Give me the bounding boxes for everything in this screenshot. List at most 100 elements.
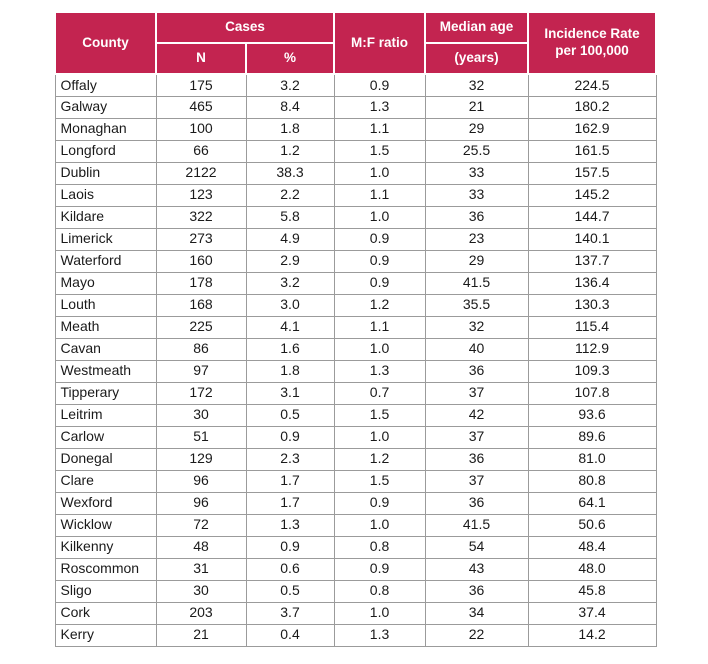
county-cell: Longford bbox=[54, 139, 157, 163]
mf-ratio-cell: 1.0 bbox=[333, 205, 426, 229]
header-incidence-line1: Incidence Rate bbox=[544, 26, 640, 42]
cases-n-cell: 172 bbox=[155, 381, 247, 405]
median-age-cell: 33 bbox=[424, 183, 529, 207]
cases-n-cell: 160 bbox=[155, 249, 247, 273]
incidence-rate-cell: 81.0 bbox=[527, 447, 657, 471]
cases-n-cell: 225 bbox=[155, 315, 247, 339]
cases-percent-cell: 1.7 bbox=[245, 491, 335, 515]
incidence-rate-cell: 224.5 bbox=[527, 73, 657, 97]
table-row: Clare 96 1.7 1.5 37 80.8 bbox=[54, 469, 657, 493]
mf-ratio-cell: 1.0 bbox=[333, 513, 426, 537]
table-row: Dublin 2122 38.3 1.0 33 157.5 bbox=[54, 161, 657, 185]
cases-percent-cell: 0.9 bbox=[245, 535, 335, 559]
cases-percent-cell: 3.1 bbox=[245, 381, 335, 405]
incidence-rate-cell: 45.8 bbox=[527, 579, 657, 603]
county-cell: Laois bbox=[54, 183, 157, 207]
incidence-rate-cell: 144.7 bbox=[527, 205, 657, 229]
county-cell: Cavan bbox=[54, 337, 157, 361]
cases-n-cell: 86 bbox=[155, 337, 247, 361]
cases-percent-cell: 0.9 bbox=[245, 425, 335, 449]
cases-n-cell: 30 bbox=[155, 579, 247, 603]
incidence-rate-cell: 161.5 bbox=[527, 139, 657, 163]
county-cell: Kilkenny bbox=[54, 535, 157, 559]
county-cell: Kildare bbox=[54, 205, 157, 229]
table-row: Cavan 86 1.6 1.0 40 112.9 bbox=[54, 337, 657, 361]
table-container: County Cases M:F ratio Median age Incide… bbox=[54, 11, 658, 647]
incidence-rate-cell: 115.4 bbox=[527, 315, 657, 339]
median-age-cell: 42 bbox=[424, 403, 529, 427]
county-cell: Louth bbox=[54, 293, 157, 317]
cases-percent-cell: 0.5 bbox=[245, 403, 335, 427]
incidence-rate-cell: 157.5 bbox=[527, 161, 657, 185]
cases-n-cell: 168 bbox=[155, 293, 247, 317]
incidence-rate-cell: 162.9 bbox=[527, 117, 657, 141]
table-row: Wicklow 72 1.3 1.0 41.5 50.6 bbox=[54, 513, 657, 537]
cases-percent-cell: 3.7 bbox=[245, 601, 335, 625]
median-age-cell: 37 bbox=[424, 469, 529, 493]
county-cell: Donegal bbox=[54, 447, 157, 471]
header-row-sub: N % (years) bbox=[55, 42, 656, 75]
county-cell: Wicklow bbox=[54, 513, 157, 537]
mf-ratio-cell: 1.0 bbox=[333, 425, 426, 449]
mf-ratio-cell: 1.0 bbox=[333, 337, 426, 361]
incidence-rate-cell: 50.6 bbox=[527, 513, 657, 537]
median-age-cell: 43 bbox=[424, 557, 529, 581]
header-row-top: County Cases M:F ratio Median age Incide… bbox=[54, 11, 658, 75]
mf-ratio-cell: 1.5 bbox=[333, 403, 426, 427]
cases-n-cell: 66 bbox=[155, 139, 247, 163]
table-body: Offaly 175 3.2 0.9 32 224.5 Galway 465 8.4 1.3 21 1… bbox=[54, 73, 657, 647]
mf-ratio-cell: 1.5 bbox=[333, 139, 426, 163]
table-header: County Cases M:F ratio Median age Incide… bbox=[54, 11, 658, 75]
header-cases-n: N bbox=[155, 42, 247, 75]
median-age-cell: 36 bbox=[424, 205, 529, 229]
table-row: Kerry 21 0.4 1.3 22 14.2 bbox=[54, 623, 657, 647]
mf-ratio-cell: 1.0 bbox=[333, 161, 426, 185]
mf-ratio-cell: 0.9 bbox=[333, 249, 426, 273]
table-row: Laois 123 2.2 1.1 33 145.2 bbox=[54, 183, 657, 207]
cases-percent-cell: 4.1 bbox=[245, 315, 335, 339]
median-age-cell: 36 bbox=[424, 491, 529, 515]
mf-ratio-cell: 1.3 bbox=[333, 95, 426, 119]
header-incidence-line2: per 100,000 bbox=[555, 43, 629, 58]
cases-n-cell: 465 bbox=[155, 95, 247, 119]
cases-percent-cell: 0.4 bbox=[245, 623, 335, 647]
county-cell: Wexford bbox=[54, 491, 157, 515]
median-age-cell: 35.5 bbox=[424, 293, 529, 317]
incidence-rate-cell: 64.1 bbox=[527, 491, 657, 515]
county-cell: Monaghan bbox=[54, 117, 157, 141]
cases-percent-cell: 3.0 bbox=[245, 293, 335, 317]
median-age-cell: 41.5 bbox=[424, 513, 529, 537]
county-cell: Sligo bbox=[54, 579, 157, 603]
cases-percent-cell: 5.8 bbox=[245, 205, 335, 229]
header-median-age-unit: (years) bbox=[424, 42, 530, 75]
incidence-rate-cell: 109.3 bbox=[527, 359, 657, 383]
cases-percent-cell: 1.3 bbox=[245, 513, 335, 537]
incidence-rate-cell: 112.9 bbox=[527, 337, 657, 361]
county-cell: Dublin bbox=[54, 161, 157, 185]
median-age-cell: 36 bbox=[424, 447, 529, 471]
county-cell: Cork bbox=[54, 601, 157, 625]
incidence-rate-cell: 80.8 bbox=[527, 469, 657, 493]
table-row: Carlow 51 0.9 1.0 37 89.6 bbox=[54, 425, 657, 449]
table-row: Galway 465 8.4 1.3 21 180.2 bbox=[54, 95, 657, 119]
cases-percent-cell: 1.7 bbox=[245, 469, 335, 493]
mf-ratio-cell: 0.7 bbox=[333, 381, 426, 405]
median-age-cell: 54 bbox=[424, 535, 529, 559]
cases-percent-cell: 8.4 bbox=[245, 95, 335, 119]
cases-n-cell: 2122 bbox=[155, 161, 247, 185]
mf-ratio-cell: 1.5 bbox=[333, 469, 426, 493]
median-age-cell: 22 bbox=[424, 623, 529, 647]
cases-n-cell: 97 bbox=[155, 359, 247, 383]
cases-percent-cell: 0.6 bbox=[245, 557, 335, 581]
header-cases-percent: % bbox=[244, 42, 336, 75]
table-row: Tipperary 172 3.1 0.7 37 107.8 bbox=[54, 381, 657, 405]
county-cell: Westmeath bbox=[54, 359, 157, 383]
incidence-rate-cell: 14.2 bbox=[527, 623, 657, 647]
mf-ratio-cell: 1.1 bbox=[333, 315, 426, 339]
cases-n-cell: 96 bbox=[155, 469, 247, 493]
incidence-rate-cell: 93.6 bbox=[527, 403, 657, 427]
county-cell: Meath bbox=[54, 315, 157, 339]
table-row: Mayo 178 3.2 0.9 41.5 136.4 bbox=[54, 271, 657, 295]
header-incidence-rate: Incidence Rate per 100,000 bbox=[527, 11, 658, 75]
cases-n-cell: 72 bbox=[155, 513, 247, 537]
